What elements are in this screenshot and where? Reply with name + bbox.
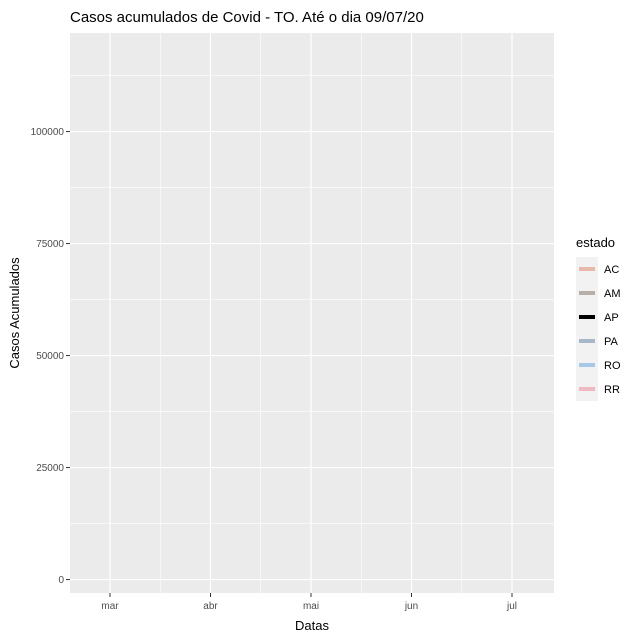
y-axis: 0 25000 50000 75000 100000: [31, 127, 70, 586]
chart-title: Casos acumulados de Covid - TO. Até o di…: [70, 9, 424, 26]
legend-title: estado: [576, 235, 615, 250]
y-tick-label: 50000: [36, 351, 64, 362]
y-tick-label: 75000: [36, 239, 64, 250]
x-tick-label: jul: [506, 601, 517, 612]
x-tick-label: abr: [203, 601, 218, 612]
legend: estado AC AM AP PA RO RR: [576, 235, 621, 401]
legend-label-rr: RR: [604, 384, 620, 396]
x-tick-label: jun: [404, 601, 418, 612]
y-tick-label: 25000: [36, 463, 64, 474]
legend-label-am: AM: [604, 288, 621, 300]
x-axis-title: Datas: [295, 618, 329, 633]
x-axis: mar abr mai jun jul: [101, 593, 517, 612]
y-tick-label: 0: [58, 575, 64, 586]
legend-label-ro: RO: [604, 360, 621, 372]
legend-label-pa: PA: [604, 336, 619, 348]
plot-panel: [70, 33, 554, 593]
legend-label-ac: AC: [604, 264, 619, 276]
grid-lines: [70, 33, 554, 593]
x-tick-label: mar: [101, 601, 119, 612]
y-axis-title: Casos Acumulados: [7, 257, 22, 369]
x-tick-label: mai: [303, 601, 319, 612]
legend-label-ap: AP: [604, 312, 619, 324]
y-tick-label: 100000: [31, 127, 65, 138]
